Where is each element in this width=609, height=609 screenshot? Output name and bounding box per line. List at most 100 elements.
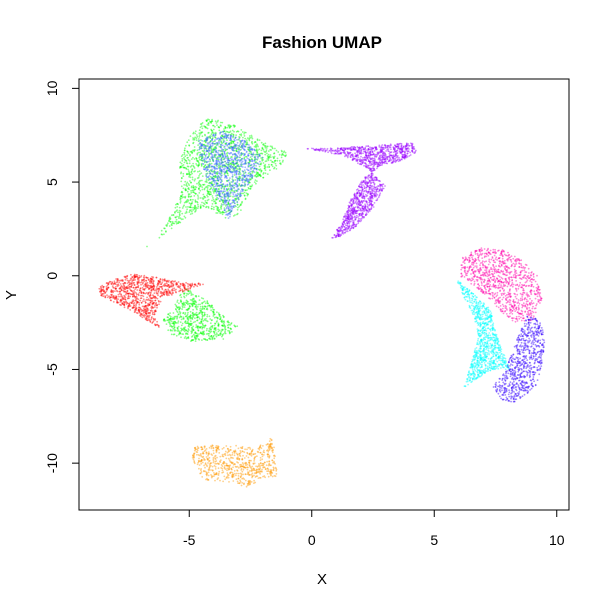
data-point [205, 456, 208, 458]
data-point [264, 163, 267, 166]
data-point [387, 150, 390, 153]
data-point [221, 448, 224, 450]
data-point [201, 127, 204, 130]
data-point [230, 449, 232, 451]
data-point [217, 330, 220, 333]
data-point [204, 147, 207, 150]
data-point [258, 464, 261, 467]
data-point [203, 307, 206, 310]
data-point [230, 456, 233, 459]
data-point [270, 470, 272, 473]
data-point [228, 209, 231, 212]
data-point [257, 470, 260, 473]
data-point [259, 451, 262, 454]
data-point [221, 469, 224, 472]
data-point [259, 445, 262, 448]
data-point [284, 151, 287, 154]
data-point [229, 165, 232, 168]
data-point [197, 138, 200, 140]
data-point [238, 482, 241, 485]
data-point [246, 463, 249, 466]
data-point [228, 124, 231, 126]
data-point [397, 160, 400, 163]
data-point [255, 148, 258, 151]
data-point [201, 339, 203, 341]
data-point [200, 446, 203, 448]
data-point [342, 149, 345, 151]
data-point [270, 472, 273, 474]
data-point [359, 186, 362, 189]
data-point [214, 322, 217, 325]
data-point [259, 451, 262, 454]
data-point [182, 312, 185, 315]
data-point [227, 137, 230, 139]
data-point [181, 212, 184, 215]
data-point [239, 165, 242, 168]
data-point [211, 130, 214, 133]
data-point [352, 157, 354, 160]
data-point [219, 131, 222, 134]
data-point [179, 201, 182, 204]
data-point [376, 167, 378, 170]
data-point [243, 466, 246, 469]
data-point [209, 305, 212, 307]
data-point [146, 245, 148, 248]
data-point [401, 158, 403, 161]
data-point [267, 453, 270, 456]
data-point [253, 460, 256, 462]
data-point [216, 450, 218, 452]
data-point [206, 123, 209, 126]
data-point [250, 141, 253, 144]
data-point [269, 464, 271, 467]
data-point [219, 146, 222, 149]
data-point [259, 444, 262, 447]
data-point [245, 464, 247, 467]
data-point [270, 464, 272, 467]
data-point [230, 132, 233, 135]
data-point [221, 204, 224, 206]
data-point [250, 452, 253, 454]
data-point [241, 450, 244, 452]
data-point [220, 186, 223, 189]
data-point [208, 170, 211, 173]
data-point [209, 336, 212, 338]
data-point [373, 176, 376, 179]
data-point [250, 473, 253, 476]
data-point [192, 455, 195, 458]
data-point [230, 152, 233, 154]
data-point [268, 448, 271, 451]
data-point [228, 450, 231, 452]
data-point [182, 175, 185, 178]
data-point [206, 473, 209, 476]
data-point [280, 149, 283, 152]
data-point [259, 456, 262, 459]
data-point [185, 206, 187, 208]
data-point [248, 171, 251, 174]
data-point [244, 176, 247, 178]
data-point [235, 466, 238, 468]
data-point [251, 448, 254, 451]
data-point [170, 324, 173, 327]
data-point [193, 207, 196, 210]
data-point [360, 203, 362, 206]
data-point [357, 198, 359, 201]
data-point [256, 455, 258, 457]
data-point [244, 466, 247, 469]
data-point [181, 306, 184, 309]
data-point [379, 164, 381, 167]
data-point [184, 155, 187, 158]
data-point [235, 170, 238, 173]
data-point [234, 204, 237, 207]
data-point [274, 159, 277, 162]
data-point [223, 194, 226, 196]
data-point [336, 149, 339, 151]
data-point [374, 146, 377, 149]
data-point [351, 224, 354, 227]
data-point [222, 333, 225, 335]
data-point [256, 468, 258, 471]
data-point [234, 325, 236, 328]
data-point [262, 462, 265, 465]
data-point [217, 445, 220, 448]
data-point [201, 476, 204, 478]
data-point [249, 448, 252, 450]
